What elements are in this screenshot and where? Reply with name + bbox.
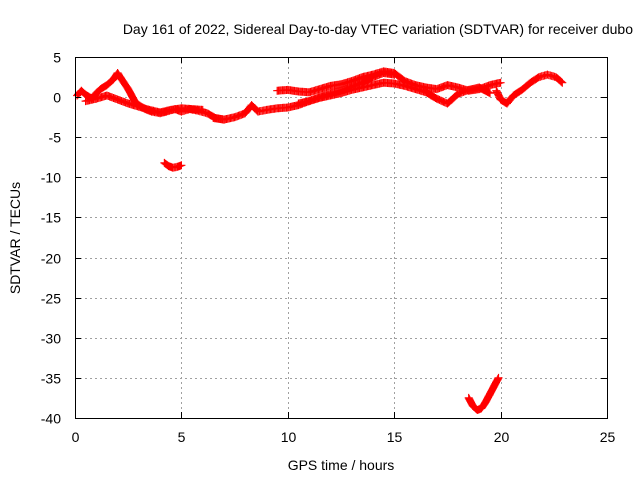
y-tick-labels: 5 0 -5 -10 -15 -20 -25 -30 -35 -40 [41,50,61,427]
x-axis-label: GPS time / hours [288,457,395,473]
series-markers [492,70,567,108]
x-tick-labels: 0 5 10 15 20 25 [72,429,616,445]
y-tick-label: -35 [41,371,61,387]
chart-title: Day 161 of 2022, Sidereal Day-to-day VTE… [123,21,633,37]
y-tick-label: -20 [41,251,61,267]
series-arc-6 [294,78,494,108]
y-tick-label: -40 [41,411,61,427]
y-tick-label: -5 [49,130,62,146]
series-arc-3 [160,158,186,172]
series-markers [464,373,503,414]
x-tick-label: 10 [281,429,297,445]
y-tick-label: 5 [53,50,61,66]
series-markers [160,158,186,172]
series-arc-2 [81,91,207,117]
y-axis-label: SDTVAR / TECUs [7,182,23,294]
y-tick-label: -30 [41,331,61,347]
series-arc-7 [492,70,567,108]
series-arc-5 [273,67,505,97]
y-tick-label: -15 [41,210,61,226]
x-tick-label: 15 [387,429,403,445]
series-arc-8 [464,373,503,414]
x-tick-label: 5 [178,429,186,445]
series-markers [81,91,207,117]
grid-lines [75,57,607,418]
data-series [73,67,567,414]
x-tick-label: 25 [600,429,616,445]
y-tick-label: 0 [53,90,61,106]
plot-frame [75,57,608,419]
axis-ticks [75,57,608,419]
y-tick-label: -25 [41,291,61,307]
x-tick-label: 0 [72,429,80,445]
series-markers [294,78,494,108]
x-tick-label: 20 [494,429,510,445]
y-tick-label: -10 [41,170,61,186]
